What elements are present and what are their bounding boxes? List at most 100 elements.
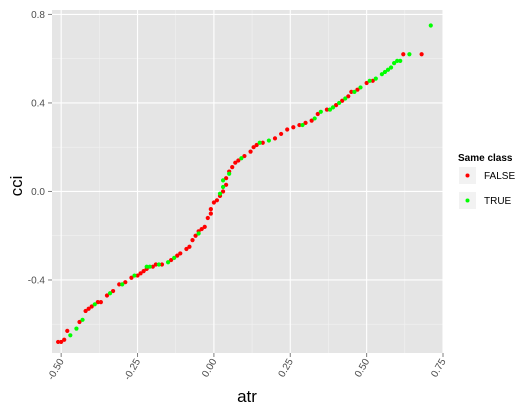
y-tick-label: 0.0 xyxy=(31,187,45,198)
point-false xyxy=(220,189,226,194)
point-true xyxy=(392,61,397,66)
point-false xyxy=(364,80,369,86)
point-true xyxy=(220,178,226,183)
point-false xyxy=(279,131,284,137)
point-false xyxy=(129,275,134,280)
point-false xyxy=(349,89,354,94)
point-false xyxy=(169,257,174,263)
point-false xyxy=(89,304,94,309)
point-true xyxy=(358,85,363,90)
point-true xyxy=(428,23,433,28)
point-false xyxy=(83,308,88,314)
point-false xyxy=(65,328,70,333)
point-false xyxy=(56,339,61,345)
point-false xyxy=(62,337,67,342)
point-false xyxy=(187,244,192,249)
point-false xyxy=(211,200,216,205)
point-true xyxy=(227,171,232,176)
point-true xyxy=(352,89,357,94)
point-true xyxy=(80,317,85,322)
point-false xyxy=(230,165,235,170)
point-true xyxy=(343,96,348,101)
point-false xyxy=(104,293,110,298)
point-false xyxy=(248,149,253,154)
point-true xyxy=(337,100,342,106)
point-false xyxy=(303,120,308,125)
y-tick-label: 0.4 xyxy=(31,98,45,109)
x-tick-label: -0.50 xyxy=(46,357,67,383)
point-true xyxy=(379,72,385,77)
point-true xyxy=(196,231,201,236)
point-true xyxy=(398,58,403,63)
point-false xyxy=(214,198,220,203)
point-true xyxy=(239,156,244,161)
point-true xyxy=(74,326,79,331)
point-false xyxy=(315,111,320,117)
point-true xyxy=(92,302,97,307)
point-false xyxy=(184,246,189,252)
point-true xyxy=(407,52,412,57)
point-true xyxy=(156,262,162,267)
point-false xyxy=(199,226,204,232)
point-false xyxy=(135,273,140,278)
point-false xyxy=(193,233,198,238)
x-tick-label: -0.25 xyxy=(122,357,143,383)
point-true xyxy=(385,67,391,72)
x-tick-label: 0.00 xyxy=(200,357,219,380)
point-true xyxy=(220,184,226,190)
point-false xyxy=(205,215,210,221)
point-false xyxy=(224,182,229,187)
point-false xyxy=(98,300,103,305)
point-false xyxy=(175,253,180,258)
data-points xyxy=(56,23,433,345)
point-false xyxy=(333,103,339,108)
x-tick-label: 0.25 xyxy=(277,357,296,380)
legend-label-false: FALSE xyxy=(484,171,515,182)
x-tick-label: 0.75 xyxy=(429,357,448,380)
point-false xyxy=(242,153,247,159)
point-false xyxy=(419,52,424,57)
point-false xyxy=(208,211,213,216)
point-true xyxy=(147,264,152,269)
point-false xyxy=(153,262,158,267)
point-true xyxy=(300,122,305,128)
point-false xyxy=(285,127,290,132)
point-true xyxy=(266,138,271,143)
point-false xyxy=(117,282,122,287)
point-true xyxy=(132,273,137,278)
point-true xyxy=(120,282,125,287)
point-true xyxy=(382,69,388,75)
point-false xyxy=(401,52,406,57)
point-false xyxy=(159,262,165,267)
point-false xyxy=(324,107,330,112)
point-true xyxy=(330,105,336,110)
point-true xyxy=(312,116,317,121)
point-true xyxy=(144,264,149,269)
point-true xyxy=(327,107,333,112)
point-true xyxy=(367,78,372,83)
y-tick-label: 0.8 xyxy=(31,10,45,21)
point-false xyxy=(346,94,351,99)
point-false xyxy=(224,176,229,181)
point-false xyxy=(190,238,195,243)
y-axis-title: cci xyxy=(7,176,26,197)
point-false xyxy=(110,288,116,294)
x-axis-title: atr xyxy=(237,387,257,406)
plot-panel xyxy=(52,10,443,353)
point-false xyxy=(86,306,91,311)
point-false xyxy=(251,145,256,150)
point-false xyxy=(272,136,278,141)
point-false xyxy=(355,87,360,92)
point-false xyxy=(95,300,100,305)
point-true xyxy=(373,76,378,81)
point-false xyxy=(208,207,213,212)
point-true xyxy=(318,109,323,114)
point-false xyxy=(297,122,302,128)
legend-swatch-false xyxy=(465,173,470,178)
point-false xyxy=(233,160,238,165)
point-true xyxy=(257,140,262,145)
legend-swatch-true xyxy=(465,198,470,203)
y-tick-label: -0.4 xyxy=(28,275,46,286)
point-true xyxy=(388,65,394,70)
